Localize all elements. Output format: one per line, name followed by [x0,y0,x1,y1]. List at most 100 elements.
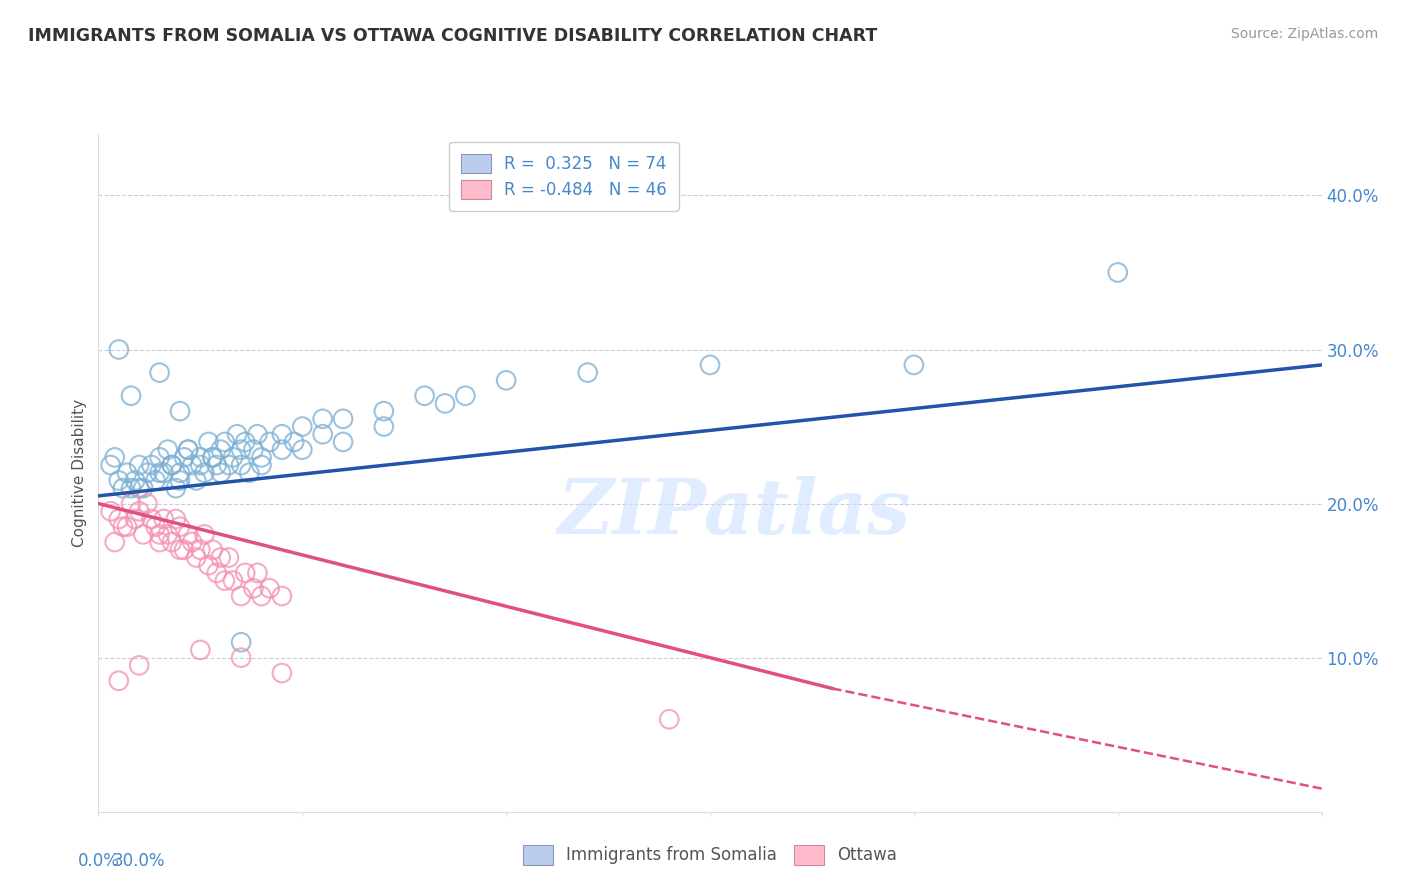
Point [124,512,146,526]
Point [132,481,155,495]
Point [108,474,131,488]
Point [160,535,183,549]
Point [152,466,174,480]
Point [104,535,127,549]
Point [132,527,155,541]
Point [283,434,305,449]
Point [209,442,232,457]
Point [156,527,179,541]
Point [903,358,925,372]
Point [100,504,122,518]
Point [120,481,142,495]
Point [149,466,172,480]
Point [149,535,172,549]
Point [128,481,150,495]
Point [576,366,599,380]
Point [699,358,721,372]
Point [250,450,273,465]
Point [201,542,224,557]
Point [197,558,219,573]
Point [111,481,134,495]
Point [188,542,212,557]
Point [259,582,281,596]
Point [128,504,150,518]
Point [231,650,253,665]
Point [193,527,215,541]
Point [160,458,183,472]
Point [373,404,395,418]
Point [454,389,477,403]
Point [231,589,253,603]
Point [433,396,456,410]
Point [165,512,187,526]
Point [169,404,191,418]
Point [188,643,212,657]
Point [205,566,228,580]
Point [312,412,335,426]
Point [169,542,191,557]
Point [658,712,681,726]
Point [156,442,179,457]
Point [209,466,232,480]
Point [197,434,219,449]
Point [495,373,517,387]
Point [160,458,183,472]
Point [332,434,354,449]
Point [177,442,200,457]
Point [173,450,195,465]
Legend: Immigrants from Somalia, Ottawa: Immigrants from Somalia, Ottawa [516,838,904,871]
Point [177,527,200,541]
Point [291,419,314,434]
Point [1107,265,1129,279]
Point [186,474,208,488]
Point [136,466,159,480]
Point [231,442,253,457]
Text: ZIPatlas: ZIPatlas [558,476,911,550]
Text: IMMIGRANTS FROM SOMALIA VS OTTAWA COGNITIVE DISABILITY CORRELATION CHART: IMMIGRANTS FROM SOMALIA VS OTTAWA COGNIT… [28,27,877,45]
Point [188,458,212,472]
Point [222,450,245,465]
Point [312,427,335,442]
Point [173,542,195,557]
Point [120,389,142,403]
Point [218,458,240,472]
Text: 30.0%: 30.0% [112,853,166,871]
Point [141,458,163,472]
Point [115,519,138,533]
Point [108,343,131,357]
Point [231,635,253,649]
Point [242,442,264,457]
Point [193,466,215,480]
Point [115,466,138,480]
Point [270,442,294,457]
Point [226,427,249,442]
Point [111,519,134,533]
Point [186,550,208,565]
Point [169,466,191,480]
Point [250,589,273,603]
Text: 0.0%: 0.0% [77,853,120,871]
Point [218,550,240,565]
Point [165,481,187,495]
Point [246,427,269,442]
Text: Source: ZipAtlas.com: Source: ZipAtlas.com [1230,27,1378,41]
Point [250,458,273,472]
Y-axis label: Cognitive Disability: Cognitive Disability [72,399,87,547]
Point [270,666,294,681]
Point [201,450,224,465]
Point [242,582,264,596]
Point [149,527,172,541]
Point [136,497,159,511]
Point [124,474,146,488]
Point [270,589,294,603]
Point [120,497,142,511]
Point [238,466,260,480]
Point [181,535,204,549]
Point [214,574,236,588]
Point [246,566,269,580]
Point [231,458,253,472]
Point [291,442,314,457]
Point [201,450,224,465]
Point [214,434,236,449]
Point [177,442,200,457]
